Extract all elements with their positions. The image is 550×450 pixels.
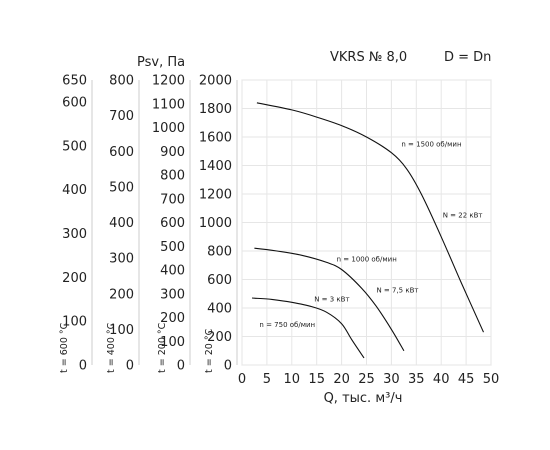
- y-tick-label: 1000: [152, 121, 185, 136]
- y-tick-label: 0: [79, 359, 87, 374]
- y-tick-label: 500: [160, 240, 185, 255]
- y-tick-label: 100: [109, 323, 134, 338]
- y-tick-label: 600: [207, 273, 232, 288]
- y-tick-label: 300: [62, 227, 87, 242]
- x-tick-label: 50: [483, 372, 500, 387]
- y-tick-label: 1600: [199, 131, 232, 146]
- y-tick-label: 200: [207, 330, 232, 345]
- series-curves: [251, 102, 485, 359]
- y-tick-label: 1200: [152, 74, 185, 89]
- chart-title: VKRS № 8,0: [330, 50, 407, 65]
- axes: 0 5 10 15 20 25 30 35 40 45 5002004006008001000120…: [59, 74, 499, 388]
- y-tick-label: 200: [109, 287, 134, 302]
- x-tick-label: 15: [308, 372, 325, 387]
- y-tick-label: 2000: [199, 74, 232, 89]
- y-tick-label: 800: [160, 169, 185, 184]
- y-tick-label: 600: [62, 95, 87, 110]
- curve-annotation: N = 22 кВт: [443, 212, 483, 220]
- x-tick-label: 45: [458, 372, 475, 387]
- y-axis-title: Psv, Па: [137, 55, 185, 70]
- y-tick-label: 1100: [152, 97, 185, 112]
- y-tick-label: 800: [207, 245, 232, 260]
- temperature-axis-label: t = 400 °C: [106, 322, 117, 373]
- grid: [241, 79, 492, 366]
- x-tick-label: 5: [263, 372, 271, 387]
- y-tick-label: 200: [160, 311, 185, 326]
- y-tick-label: 650: [62, 74, 87, 89]
- y-tick-label: 700: [109, 109, 134, 124]
- x-tick-label: 10: [284, 372, 301, 387]
- y-tick-label: 0: [126, 359, 134, 374]
- y-tick-label: 500: [109, 180, 134, 195]
- y-tick-label: 0: [177, 359, 185, 374]
- curve-annotation: n = 1000 об/мин: [337, 256, 397, 264]
- curve-annotation: n = 1500 об/мин: [401, 140, 461, 148]
- x-tick-label: 40: [433, 372, 450, 387]
- temperature-axis-label: t = 20 °C: [204, 328, 215, 373]
- y-tick-label: 300: [109, 252, 134, 267]
- y-tick-label: 700: [160, 192, 185, 207]
- y-tick-label: 600: [109, 145, 134, 160]
- y-tick-label: 400: [62, 183, 87, 198]
- y-tick-label: 1200: [199, 188, 232, 203]
- x-tick-label: 30: [383, 372, 400, 387]
- y-tick-label: 0: [224, 359, 232, 374]
- y-tick-label: 400: [109, 216, 134, 231]
- x-tick-label: 35: [408, 372, 425, 387]
- curve-annotation: N = 3 кВт: [314, 296, 349, 304]
- temperature-axis-label: t = 600 °C: [59, 322, 70, 373]
- y-tick-label: 200: [62, 271, 87, 286]
- x-axis-title: Q, тыс. м³/ч: [324, 391, 403, 406]
- x-tick-label: 25: [358, 372, 375, 387]
- temperature-axis-label: t = 200 °C: [157, 322, 168, 373]
- series-curve-3: [251, 297, 365, 359]
- y-tick-label: 800: [109, 74, 134, 89]
- series-curve-1: [256, 102, 485, 333]
- y-tick-label: 500: [62, 139, 87, 154]
- y-tick-label: 100: [62, 315, 87, 330]
- y-tick-label: 900: [160, 145, 185, 160]
- diameter-label: D = Dn: [444, 50, 491, 65]
- y-tick-label: 600: [160, 216, 185, 231]
- y-tick-label: 400: [160, 264, 185, 279]
- y-tick-label: 1000: [199, 216, 232, 231]
- series-curve-2: [254, 247, 405, 352]
- y-tick-label: 1800: [199, 102, 232, 117]
- y-tick-label: 300: [160, 287, 185, 302]
- x-tick-label: 0: [238, 372, 246, 387]
- y-tick-label: 400: [207, 302, 232, 317]
- y-tick-label: 100: [160, 335, 185, 350]
- x-tick-label: 20: [333, 372, 350, 387]
- y-tick-label: 1400: [199, 159, 232, 174]
- curve-annotation: n = 750 об/мин: [259, 321, 315, 329]
- curve-annotation: N = 7,5 кВт: [376, 286, 418, 294]
- curve-annotations: n = 1500 об/мин N = 22 кВт n = 1000 об/мин…: [259, 140, 482, 329]
